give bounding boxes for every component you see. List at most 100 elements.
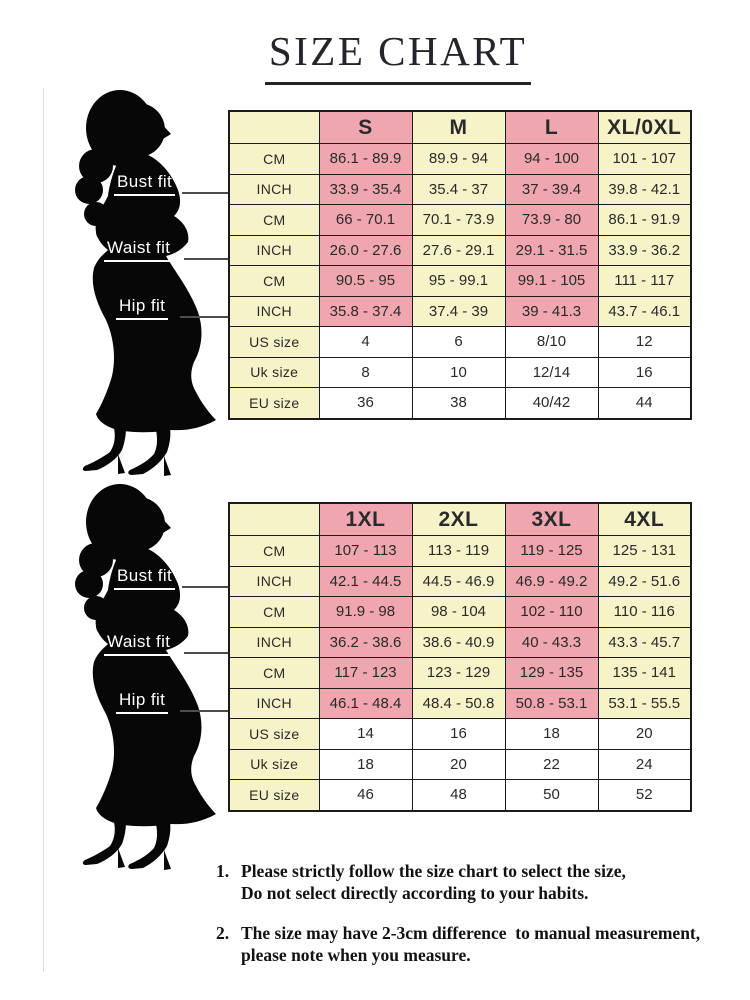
note-number: 1.	[216, 861, 230, 881]
value-cell: 49.2 - 51.6	[597, 565, 692, 597]
value-cell: 129 - 135	[504, 657, 599, 689]
value-cell: 50.8 - 53.1	[504, 687, 599, 719]
table-row: CM 91.9 - 98 98 - 104 102 - 110 110 - 116	[228, 596, 692, 628]
value-cell: 101 - 107	[597, 143, 692, 175]
woman-silhouette-svg	[40, 480, 225, 870]
value-cell: 135 - 141	[597, 657, 692, 689]
row-label-cell: INCH	[228, 626, 320, 658]
value-cell: 48	[411, 779, 506, 811]
size-header-cell: M	[411, 110, 506, 144]
value-cell: 94 - 100	[504, 143, 599, 175]
value-cell: 66 - 70.1	[318, 204, 413, 236]
note-text-line: Do not select directly according to your…	[241, 883, 589, 904]
value-cell: 39.8 - 42.1	[597, 173, 692, 205]
waist-fit-label: Waist fit	[104, 238, 174, 262]
table-row: INCH 33.9 - 35.4 35.4 - 37 37 - 39.4 39.8 - …	[228, 173, 692, 205]
page-title: SIZE CHART	[264, 29, 532, 86]
note-text-line: Please strictly follow the size chart to…	[241, 861, 626, 881]
row-label-cell: US size	[228, 718, 320, 750]
hip-fit-connector-line	[180, 710, 228, 712]
size-header-cell: 4XL	[597, 502, 692, 536]
value-cell: 6	[411, 326, 506, 358]
value-cell: 46	[318, 779, 413, 811]
value-cell: 20	[411, 748, 506, 780]
row-label-cell: Uk size	[228, 748, 320, 780]
hip-fit-connector-line	[180, 316, 228, 318]
value-cell: 12/14	[504, 356, 599, 388]
size-table-s-to-xl: S M L XL/0XL CM 86.1 - 89.9 89.9 - 94 94 - 100 1…	[228, 110, 692, 420]
value-cell: 24	[597, 748, 692, 780]
row-label-cell: INCH	[228, 687, 320, 719]
value-cell: 26.0 - 27.6	[318, 234, 413, 266]
woman-silhouette	[40, 480, 225, 870]
size-header-cell: 1XL	[318, 502, 413, 536]
value-cell: 43.3 - 45.7	[597, 626, 692, 658]
value-cell: 99.1 - 105	[504, 265, 599, 297]
value-cell: 37 - 39.4	[504, 173, 599, 205]
note-text-line: The size may have 2-3cm difference to ma…	[241, 922, 701, 943]
woman-silhouette	[40, 86, 225, 476]
value-cell: 8/10	[504, 326, 599, 358]
value-cell: 14	[318, 718, 413, 750]
row-label-cell: INCH	[228, 295, 320, 327]
value-cell: 50	[504, 779, 599, 811]
value-cell: 73.9 - 80	[504, 204, 599, 236]
value-cell: 29.1 - 31.5	[504, 234, 599, 266]
value-cell: 44.5 - 46.9	[411, 565, 506, 597]
value-cell: 36.2 - 38.6	[318, 626, 413, 658]
table-row: INCH 46.1 - 48.4 48.4 - 50.8 50.8 - 53.1 53.…	[228, 687, 692, 719]
value-cell: 117 - 123	[318, 657, 413, 689]
photo-edge-line	[43, 88, 44, 972]
size-header-row: 1XL 2XL 3XL 4XL	[228, 502, 692, 536]
bust-fit-label: Bust fit	[114, 172, 176, 196]
note-number: 2.	[216, 922, 230, 943]
value-cell: 89.9 - 94	[411, 143, 506, 175]
hip-fit-label: Hip fit	[116, 296, 169, 320]
note-item: 2. The size may have 2-3cm difference to…	[216, 922, 741, 967]
row-label-cell: CM	[228, 596, 320, 628]
table-row: INCH 26.0 - 27.6 27.6 - 29.1 29.1 - 31.5 33.…	[228, 234, 692, 266]
value-cell: 102 - 110	[504, 596, 599, 628]
table-row: CM 117 - 123 123 - 129 129 - 135 135 - 141	[228, 657, 692, 689]
bust-fit-label: Bust fit	[114, 566, 176, 590]
size-header-cell: 3XL	[504, 502, 599, 536]
size-header-cell: 2XL	[411, 502, 506, 536]
value-cell: 38.6 - 40.9	[411, 626, 506, 658]
value-cell: 10	[411, 356, 506, 388]
hip-fit-label: Hip fit	[116, 690, 169, 714]
waist-fit-connector-line	[184, 652, 228, 654]
value-cell: 86.1 - 89.9	[318, 143, 413, 175]
row-label-cell: EU size	[228, 779, 320, 811]
table-row: INCH 35.8 - 37.4 37.4 - 39 39 - 41.3 43.7 - …	[228, 295, 692, 327]
value-cell: 18	[504, 718, 599, 750]
title-area: SIZE CHART	[0, 29, 750, 86]
table-row: Uk size 8 10 12/14 16	[228, 356, 692, 388]
value-cell: 27.6 - 29.1	[411, 234, 506, 266]
corner-cell	[228, 502, 320, 536]
value-cell: 22	[504, 748, 599, 780]
value-cell: 48.4 - 50.8	[411, 687, 506, 719]
value-cell: 37.4 - 39	[411, 295, 506, 327]
notes: 1. Please strictly follow the size chart…	[216, 860, 741, 984]
value-cell: 90.5 - 95	[318, 265, 413, 297]
value-cell: 110 - 116	[597, 596, 692, 628]
value-cell: 107 - 113	[318, 535, 413, 567]
value-cell: 12	[597, 326, 692, 358]
size-header-cell: S	[318, 110, 413, 144]
size-header-cell: XL/0XL	[597, 110, 692, 144]
value-cell: 33.9 - 36.2	[597, 234, 692, 266]
row-label-cell: CM	[228, 535, 320, 567]
value-cell: 98 - 104	[411, 596, 506, 628]
value-cell: 123 - 129	[411, 657, 506, 689]
value-cell: 40/42	[504, 387, 599, 419]
row-label-cell: Uk size	[228, 356, 320, 388]
value-cell: 53.1 - 55.5	[597, 687, 692, 719]
value-cell: 70.1 - 73.9	[411, 204, 506, 236]
value-cell: 111 - 117	[597, 265, 692, 297]
table-row: INCH 36.2 - 38.6 38.6 - 40.9 40 - 43.3 43.3 …	[228, 626, 692, 658]
value-cell: 43.7 - 46.1	[597, 295, 692, 327]
row-label-cell: US size	[228, 326, 320, 358]
row-label-cell: CM	[228, 265, 320, 297]
size-header-row: S M L XL/0XL	[228, 110, 692, 144]
